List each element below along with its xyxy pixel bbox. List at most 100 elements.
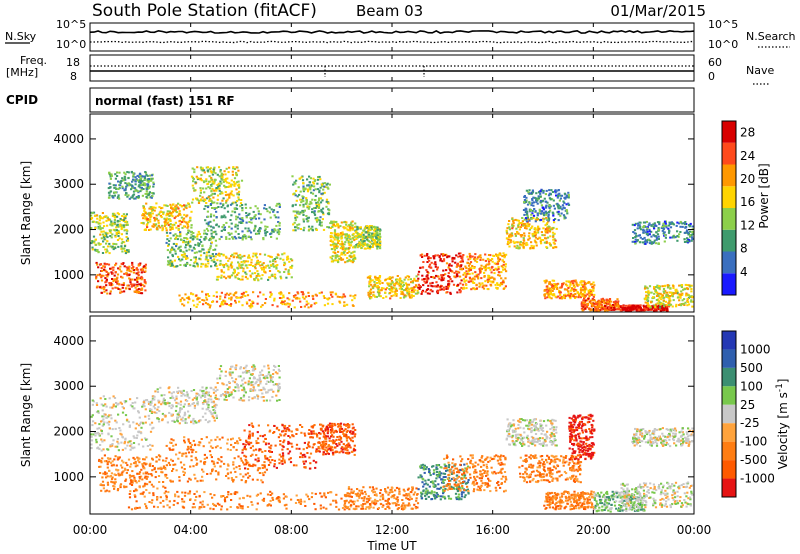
data-cell — [610, 306, 613, 309]
data-cell — [230, 274, 234, 277]
data-cell — [229, 304, 232, 307]
data-cell — [185, 297, 189, 299]
data-cell — [181, 303, 184, 306]
data-cell — [241, 204, 244, 206]
data-cell — [128, 440, 131, 443]
freq-panel: Freq. [MHz] 18 8 60 0 Nave — [6, 54, 774, 85]
data-cell — [193, 189, 196, 192]
data-cell — [522, 246, 525, 249]
data-cell — [169, 203, 172, 206]
data-cell — [200, 174, 203, 177]
data-cell — [94, 238, 97, 241]
data-cell — [270, 294, 273, 297]
data-cell — [98, 225, 102, 228]
data-cell — [666, 309, 669, 312]
data-cell — [663, 308, 666, 311]
data-cell — [307, 219, 310, 222]
data-cell — [274, 229, 277, 232]
data-cell — [552, 199, 555, 202]
data-cell — [96, 274, 99, 277]
data-cell — [164, 219, 167, 221]
data-cell — [206, 293, 209, 295]
data-cell — [227, 266, 230, 269]
data-cell — [113, 221, 116, 224]
data-cell — [317, 201, 320, 204]
data-cell — [117, 225, 120, 228]
data-cell — [143, 437, 147, 440]
data-cell — [192, 299, 195, 302]
data-cell — [125, 236, 128, 238]
data-cell — [317, 207, 321, 209]
data-cell — [548, 281, 551, 284]
data-cell — [305, 202, 308, 205]
data-cell — [427, 255, 430, 258]
data-cell — [210, 213, 213, 216]
data-cell — [139, 277, 142, 280]
data-cell — [308, 181, 311, 184]
data-cell — [184, 246, 187, 249]
data-cell — [488, 275, 491, 278]
data-cell — [99, 222, 102, 225]
data-cell — [216, 198, 219, 201]
data-cell — [471, 255, 474, 258]
data-cell — [333, 229, 337, 232]
data-cell — [349, 229, 352, 232]
data-cell — [238, 296, 241, 299]
data-cell — [367, 233, 370, 236]
data-cell — [235, 291, 238, 294]
data-cell — [677, 222, 681, 225]
data-cell — [329, 227, 333, 229]
data-cell — [471, 280, 474, 283]
data-cell — [691, 231, 694, 234]
data-cell — [125, 192, 128, 195]
data-cell — [131, 261, 134, 264]
data-cell — [426, 253, 429, 255]
data-cell — [125, 232, 128, 235]
data-cell — [539, 240, 542, 243]
data-cell — [549, 235, 552, 238]
data-cell — [484, 266, 487, 268]
data-cell — [145, 173, 148, 176]
data-cell — [582, 299, 585, 302]
data-cell — [340, 240, 344, 243]
data-cell — [241, 209, 244, 212]
data-cell — [468, 252, 471, 255]
data-cell — [655, 238, 658, 241]
data-cell — [120, 402, 123, 405]
data-cell — [475, 287, 478, 290]
data-cell — [157, 213, 160, 216]
data-cell — [112, 403, 115, 406]
data-cell — [344, 241, 347, 244]
data-cell — [351, 228, 354, 231]
data-cell — [165, 212, 169, 215]
data-cell — [524, 211, 527, 213]
data-cell — [167, 224, 170, 227]
data-cell — [171, 215, 174, 218]
data-cell — [572, 282, 575, 285]
data-cell — [492, 280, 495, 283]
data-cell — [109, 231, 112, 234]
data-cell — [92, 240, 95, 243]
data-cell — [290, 266, 293, 269]
data-cell — [103, 290, 106, 293]
data-cell — [621, 306, 624, 309]
data-cell — [230, 193, 233, 196]
data-cell — [531, 199, 534, 202]
data-cell — [368, 295, 371, 298]
data-cell — [557, 207, 560, 210]
data-cell — [675, 224, 678, 227]
data-cell — [569, 281, 572, 284]
data-cell — [661, 294, 664, 297]
data-cell — [228, 297, 231, 300]
data-cell — [319, 178, 322, 181]
data-cell — [650, 224, 653, 227]
data-cell — [128, 184, 131, 187]
data-cell — [256, 207, 259, 210]
data-cell — [217, 187, 220, 190]
data-cell — [307, 229, 310, 232]
data-cell — [302, 197, 305, 200]
data-cell — [150, 421, 154, 424]
data-cell — [188, 205, 191, 208]
data-cell — [146, 218, 149, 221]
data-cell — [95, 410, 99, 413]
